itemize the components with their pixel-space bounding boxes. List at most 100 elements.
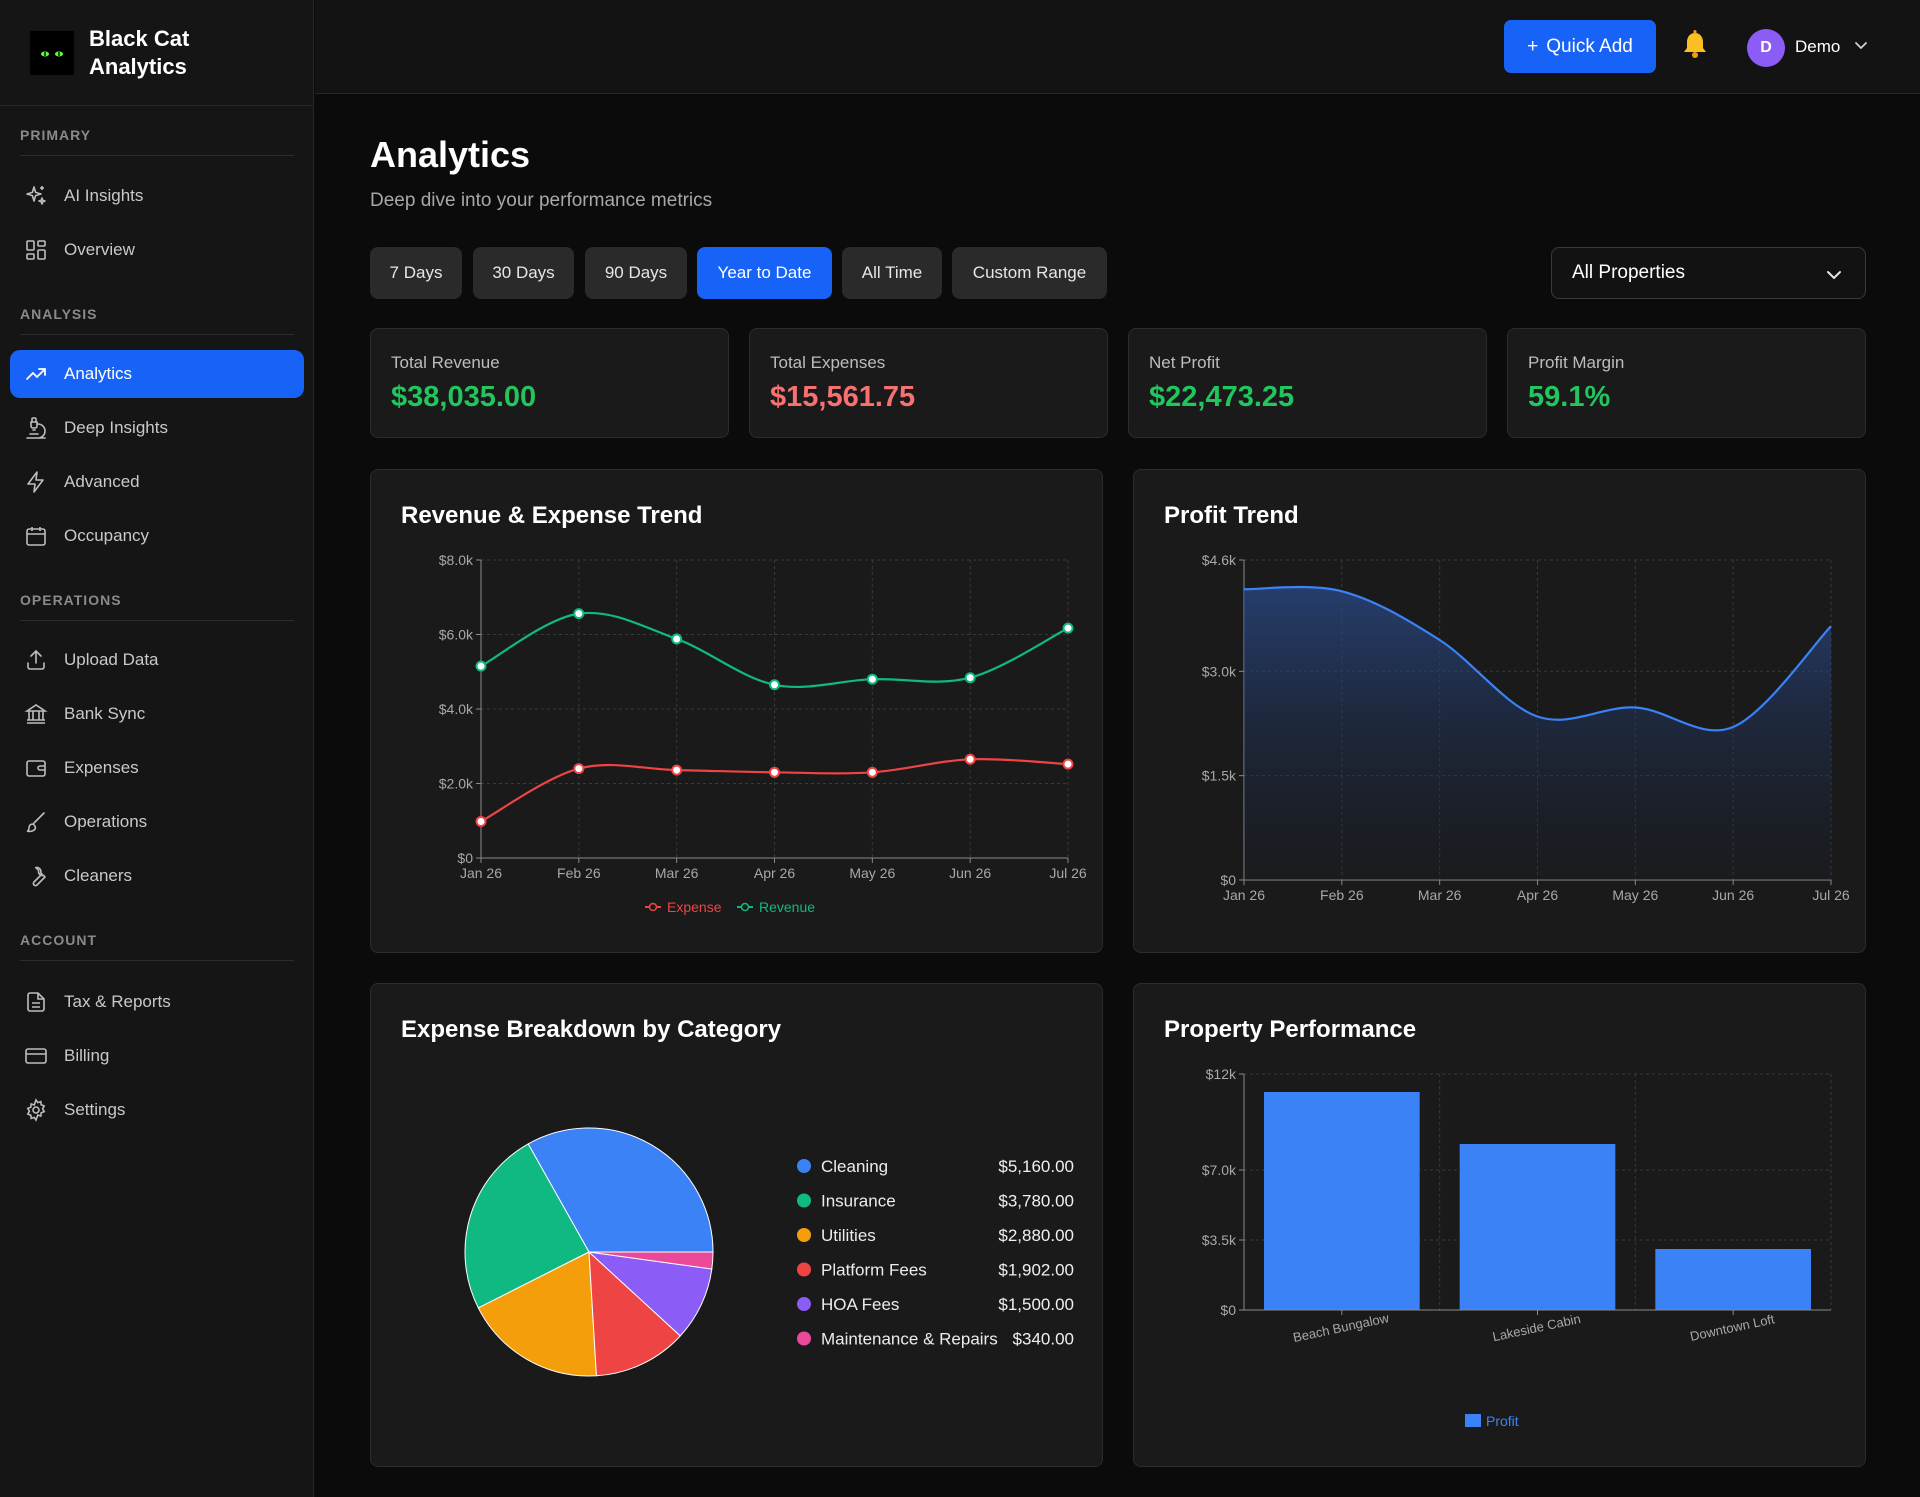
y-tick-label: $12k: [1206, 1066, 1237, 1082]
legend-value: $5,160.00: [998, 1157, 1074, 1176]
sidebar-item-analytics[interactable]: Analytics: [10, 350, 304, 398]
filter-custom-range[interactable]: Custom Range: [952, 247, 1107, 299]
filter-year-to-date[interactable]: Year to Date: [697, 247, 832, 299]
sidebar-item-label: Billing: [64, 1046, 110, 1065]
sidebar-item-ai-insights[interactable]: AI Insights: [10, 172, 304, 220]
area-fill: [1244, 587, 1831, 880]
trending-up-icon: [26, 368, 46, 380]
kpi-value: $38,035.00: [391, 381, 537, 413]
y-tick-label: $8.0k: [439, 552, 474, 568]
user-name[interactable]: Demo: [1795, 37, 1841, 56]
data-point: [964, 753, 976, 765]
sidebar-item-operations[interactable]: Operations: [10, 798, 304, 846]
data-point: [769, 766, 780, 778]
chevron-down-icon[interactable]: [1852, 37, 1870, 55]
kpi-label: Profit Margin: [1528, 353, 1625, 372]
credit-card-icon: [25, 1048, 47, 1064]
lightning-icon: [27, 471, 44, 493]
section-label-primary: PRIMARY: [20, 127, 92, 143]
x-tick-label: May 26: [849, 865, 895, 881]
property-performance-chart: $0 $3.5k $7.0k $12k Beach Bungalow Lakeside C…: [1202, 1066, 1832, 1429]
chart-title: Expense Breakdown by Category: [401, 1016, 782, 1043]
sidebar-item-label: Tax & Reports: [64, 992, 171, 1011]
kpi-profit-margin: Profit Margin 59.1%: [1507, 328, 1866, 438]
kpi-value: $22,473.25: [1149, 381, 1295, 413]
top-bar: + Quick Add D Demo: [315, 0, 1920, 94]
divider: [20, 334, 294, 335]
sidebar-item-label: Upload Data: [64, 650, 159, 669]
kpi-net-profit: Net Profit $22,473.25: [1128, 328, 1487, 438]
chevron-down-icon: [1827, 271, 1841, 280]
sidebar-item-deep-insights[interactable]: Deep Insights: [10, 404, 304, 452]
property-select-value: All Properties: [1572, 262, 1685, 283]
quick-add-label: Quick Add: [1546, 35, 1633, 57]
bar-lakeside-cabin: [1459, 1144, 1616, 1310]
legend-label: Platform Fees: [821, 1261, 927, 1280]
sidebar-item-settings[interactable]: Settings: [10, 1086, 304, 1134]
avatar[interactable]: D: [1747, 29, 1785, 67]
sidebar-item-label: AI Insights: [64, 186, 144, 205]
filter-7-days[interactable]: 7 Days: [370, 247, 462, 299]
divider: [20, 960, 294, 961]
y-tick-label: $0: [1220, 1302, 1236, 1318]
property-select[interactable]: All Properties: [1551, 247, 1866, 299]
filter-90-days[interactable]: 90 Days: [585, 247, 687, 299]
legend-value: $2,880.00: [998, 1226, 1074, 1245]
kpi-label: Net Profit: [1149, 353, 1220, 372]
chart-title: Property Performance: [1164, 1016, 1417, 1043]
sidebar: Black Cat Analytics PRIMARY AI Insights …: [0, 0, 314, 1497]
section-label-operations: OPERATIONS: [20, 592, 122, 608]
quick-add-button[interactable]: + Quick Add: [1504, 20, 1656, 73]
property-performance-card: Property Performance $0 $3.5k $7.0k $12k Bea…: [1133, 983, 1866, 1467]
upload-icon: [27, 649, 45, 670]
legend-label: Profit: [1486, 1413, 1519, 1429]
kpi-label: Total Expenses: [770, 353, 886, 372]
kpi-total-expenses: Total Expenses $15,561.75: [749, 328, 1108, 438]
y-tick-label: $0: [1220, 872, 1236, 888]
sidebar-item-label: Analytics: [64, 364, 133, 383]
pie-slice-cleaning: [527, 1127, 714, 1253]
page-title: Analytics: [370, 134, 531, 175]
bell-icon[interactable]: [1681, 30, 1709, 67]
data-point: [573, 763, 585, 775]
profit-trend-card: Profit Trend $0 $1.5k $3.0k $4.6k Jan 26 Feb …: [1133, 469, 1866, 953]
legend-label: Maintenance & Repairs: [821, 1330, 998, 1349]
pie-slice-utilities: [477, 1251, 597, 1377]
sparkles-icon: [26, 186, 46, 205]
legend-label: Revenue: [759, 899, 815, 915]
sidebar-item-cleaners[interactable]: Cleaners: [10, 852, 304, 900]
sidebar-item-advanced[interactable]: Advanced: [10, 458, 304, 506]
x-tick-label: Jan 26: [1223, 887, 1265, 903]
calendar-icon: [26, 527, 46, 546]
legend-value: $340.00: [1013, 1330, 1074, 1349]
document-icon: [27, 992, 45, 1012]
data-point: [769, 679, 780, 691]
sidebar-item-occupancy[interactable]: Occupancy: [10, 512, 304, 560]
sidebar-item-tax-reports[interactable]: Tax & Reports: [10, 978, 304, 1026]
sidebar-item-label: Expenses: [64, 758, 139, 777]
data-point: [573, 608, 585, 620]
pie-slice-platform-fees: [588, 1250, 682, 1377]
pie-slice-maintenance-repairs: [588, 1251, 714, 1270]
filter-30-days[interactable]: 30 Days: [473, 247, 574, 299]
legend-dot: [797, 1159, 811, 1173]
filter-all-time[interactable]: All Time: [842, 247, 942, 299]
y-tick-label: $7.0k: [1202, 1162, 1237, 1178]
section-label-analysis: ANALYSIS: [20, 306, 98, 322]
x-tick-label: Mar 26: [1418, 887, 1462, 903]
brand: Black Cat Analytics: [0, 0, 313, 106]
x-tick-label: Apr 26: [754, 865, 795, 881]
kpi-value: $15,561.75: [770, 381, 916, 413]
sidebar-item-bank-sync[interactable]: Bank Sync: [10, 690, 304, 738]
bar-downtown-loft: [1655, 1249, 1811, 1310]
sidebar-item-overview[interactable]: Overview: [10, 226, 304, 274]
wrench-icon: [32, 866, 46, 887]
sidebar-item-upload-data[interactable]: Upload Data: [10, 636, 304, 684]
legend-value: $1,500.00: [998, 1295, 1074, 1314]
profit-trend-chart: $0 $1.5k $3.0k $4.6k Jan 26 Feb 26 Mar 26 Apr 2…: [1202, 552, 1850, 903]
data-point: [1062, 622, 1074, 634]
sidebar-item-billing[interactable]: Billing: [10, 1032, 304, 1080]
x-tick-label: Jul 26: [1049, 865, 1087, 881]
legend-label: Utilities: [821, 1226, 876, 1245]
sidebar-item-expenses[interactable]: Expenses: [10, 744, 304, 792]
